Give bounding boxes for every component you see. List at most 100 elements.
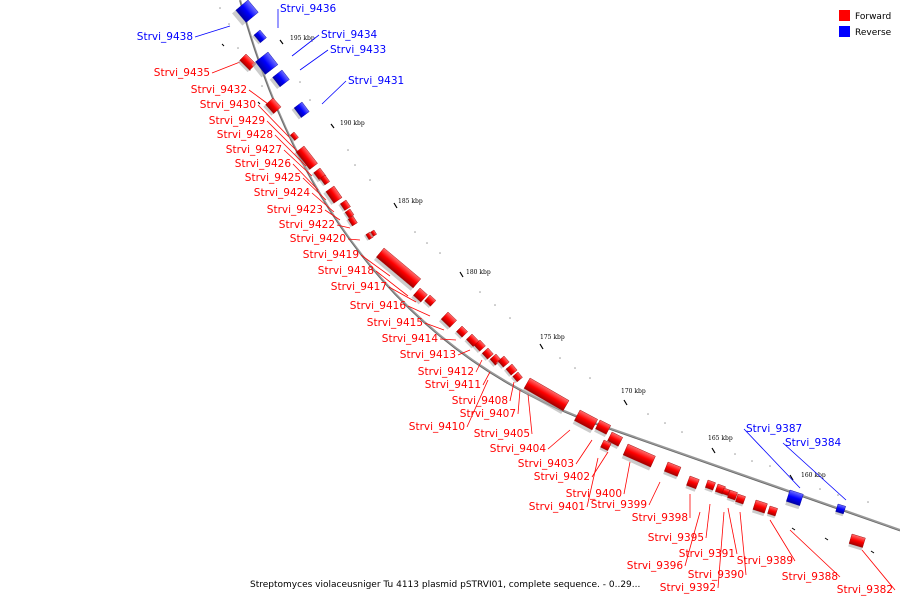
gene-box[interactable] bbox=[368, 229, 377, 238]
gene-box[interactable] bbox=[594, 419, 611, 438]
gene-label[interactable]: Strvi_9398 bbox=[632, 512, 688, 524]
gene-box[interactable] bbox=[704, 479, 716, 493]
gene-label[interactable]: Strvi_9434 bbox=[321, 29, 378, 41]
gene-label[interactable]: Strvi_9419 bbox=[303, 249, 359, 261]
gene-label[interactable]: Strvi_9413 bbox=[400, 349, 456, 361]
gene-label[interactable]: Strvi_9415 bbox=[367, 317, 423, 329]
gene-box[interactable] bbox=[251, 51, 279, 78]
gene-box[interactable] bbox=[411, 287, 428, 305]
gene-label[interactable]: Strvi_9438 bbox=[137, 31, 193, 43]
gene-box[interactable] bbox=[323, 185, 343, 205]
gene-label[interactable]: Strvi_9432 bbox=[191, 84, 247, 96]
gene-label[interactable]: Strvi_9387 bbox=[746, 423, 802, 435]
gene-label[interactable]: Strvi_9382 bbox=[837, 584, 893, 596]
gene-label[interactable]: Strvi_9420 bbox=[290, 233, 346, 245]
gene-label[interactable]: Strvi_9388 bbox=[782, 571, 838, 583]
gene-label[interactable]: Strvi_9435 bbox=[154, 67, 210, 79]
gene-leader-line bbox=[475, 359, 483, 373]
gene-label[interactable]: Strvi_9417 bbox=[331, 281, 387, 293]
gene-label[interactable]: Strvi_9423 bbox=[267, 204, 323, 216]
gene-box[interactable] bbox=[338, 199, 351, 212]
gene-box[interactable] bbox=[621, 443, 656, 471]
gene-label[interactable]: Strvi_9389 bbox=[737, 555, 793, 567]
gene-box[interactable] bbox=[685, 475, 700, 492]
gene-box[interactable] bbox=[480, 347, 494, 361]
gene-label[interactable]: Strvi_9405 bbox=[474, 428, 530, 440]
gene-box[interactable] bbox=[751, 499, 768, 517]
gene-leader-line bbox=[292, 163, 319, 191]
gene-label[interactable]: Strvi_9401 bbox=[529, 501, 585, 513]
gene-label[interactable]: Strvi_9436 bbox=[280, 3, 337, 15]
gene-box[interactable] bbox=[252, 29, 267, 45]
gene-label[interactable]: Strvi_9410 bbox=[409, 421, 465, 433]
gene-label[interactable]: Strvi_9428 bbox=[217, 129, 273, 141]
gene-box[interactable] bbox=[291, 101, 310, 120]
tick-label: 160 kbp bbox=[801, 472, 826, 479]
gene-box[interactable] bbox=[263, 97, 282, 116]
gene-label[interactable]: Strvi_9396 bbox=[627, 560, 684, 572]
gene-box[interactable] bbox=[464, 333, 480, 349]
gene-label[interactable]: Strvi_9403 bbox=[518, 458, 574, 470]
gene-label[interactable]: Strvi_9400 bbox=[566, 488, 622, 500]
gene-box[interactable] bbox=[373, 247, 422, 291]
gene-label[interactable]: Strvi_9427 bbox=[226, 144, 282, 156]
gene-label[interactable]: Strvi_9395 bbox=[648, 532, 704, 544]
gene-box[interactable] bbox=[343, 208, 355, 220]
gene-label[interactable]: Strvi_9391 bbox=[679, 548, 735, 560]
gene-leader-line bbox=[302, 177, 327, 201]
gene-label[interactable]: Strvi_9408 bbox=[452, 395, 508, 407]
gene-box[interactable] bbox=[663, 461, 682, 480]
gene-label[interactable]: Strvi_9424 bbox=[254, 187, 311, 199]
legend: Forward Reverse bbox=[839, 10, 892, 38]
gene-box[interactable] bbox=[599, 439, 612, 453]
gene-label[interactable]: Strvi_9399 bbox=[591, 499, 647, 511]
gene-box[interactable] bbox=[504, 363, 518, 377]
gene-leader-line bbox=[407, 305, 431, 317]
gene-box[interactable] bbox=[269, 69, 290, 90]
gene-label[interactable]: Strvi_9402 bbox=[534, 471, 590, 483]
gene-box[interactable] bbox=[318, 174, 330, 187]
gene-label[interactable]: Strvi_9422 bbox=[279, 219, 335, 231]
gene-box[interactable] bbox=[496, 355, 510, 369]
gene-box[interactable] bbox=[511, 371, 523, 384]
gene-box[interactable] bbox=[721, 487, 730, 498]
gene-box[interactable] bbox=[522, 377, 570, 415]
gene-box[interactable] bbox=[288, 131, 299, 142]
gene-box[interactable] bbox=[848, 533, 866, 551]
gene-label[interactable]: Strvi_9433 bbox=[330, 44, 386, 56]
gene-label[interactable]: Strvi_9430 bbox=[200, 99, 256, 111]
gene-label[interactable]: Strvi_9407 bbox=[460, 408, 516, 420]
gene-label[interactable]: Strvi_9426 bbox=[235, 158, 292, 170]
gene-label[interactable]: Strvi_9392 bbox=[660, 582, 716, 594]
tick-label: 170 kbp bbox=[621, 388, 646, 395]
gene-box[interactable] bbox=[346, 215, 358, 228]
gene-leader-line bbox=[782, 442, 847, 501]
gene-box[interactable] bbox=[454, 325, 468, 340]
gene-box[interactable] bbox=[785, 489, 804, 510]
gene-box[interactable] bbox=[237, 53, 257, 73]
gene-leader-line bbox=[457, 349, 471, 356]
gene-label[interactable]: Strvi_9411 bbox=[425, 379, 481, 391]
gene-label[interactable]: Strvi_9431 bbox=[348, 75, 404, 87]
gene-box[interactable] bbox=[726, 489, 738, 503]
gene-box[interactable] bbox=[293, 145, 318, 172]
gene-box[interactable] bbox=[572, 409, 598, 434]
gene-box[interactable] bbox=[834, 503, 846, 517]
gene-box[interactable] bbox=[422, 294, 437, 309]
gene-label[interactable]: Strvi_9429 bbox=[209, 115, 265, 127]
gene-label[interactable]: Strvi_9384 bbox=[785, 437, 842, 449]
gene-box[interactable] bbox=[438, 311, 457, 330]
gene-box[interactable] bbox=[232, 0, 259, 26]
gene-box[interactable] bbox=[734, 493, 746, 507]
gene-label[interactable]: Strvi_9390 bbox=[688, 569, 744, 581]
gene-box[interactable] bbox=[766, 505, 778, 519]
gene-label[interactable]: Strvi_9418 bbox=[318, 265, 374, 277]
gene-label[interactable]: Strvi_9416 bbox=[350, 300, 407, 312]
gene-label[interactable]: Strvi_9412 bbox=[418, 366, 474, 378]
gene-box[interactable] bbox=[472, 339, 486, 353]
tick-label: 175 kbp bbox=[540, 334, 565, 341]
gene-label[interactable]: Strvi_9425 bbox=[245, 172, 301, 184]
gene-label[interactable]: Strvi_9414 bbox=[382, 333, 439, 345]
gene-label[interactable]: Strvi_9404 bbox=[490, 443, 547, 455]
